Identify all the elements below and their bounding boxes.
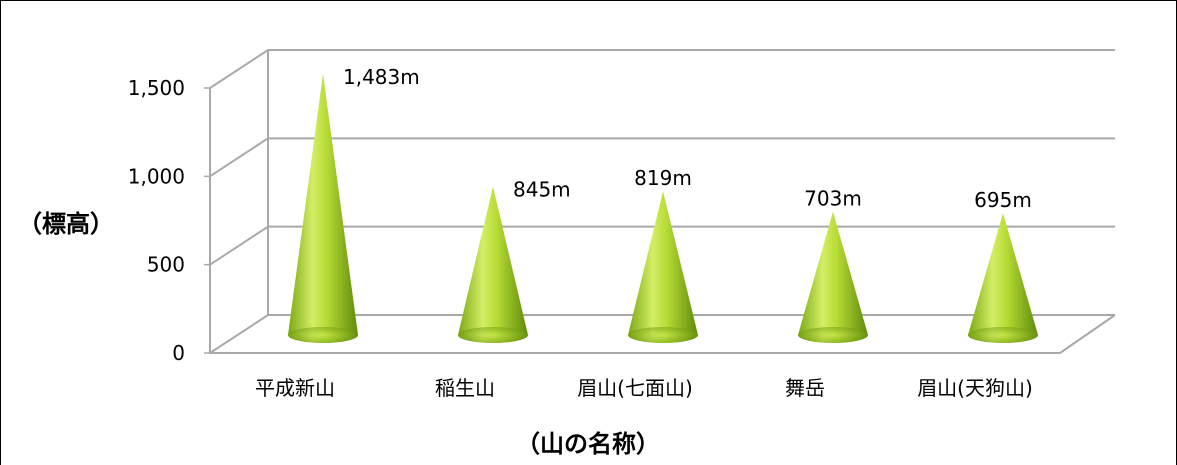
cone-2 <box>458 186 528 343</box>
y-tick-label: 500 <box>147 253 185 277</box>
cone-base <box>458 327 528 343</box>
cone-3 <box>628 191 698 343</box>
gridline-side <box>209 314 269 354</box>
data-label: 819m <box>634 166 692 190</box>
cone-body <box>288 73 358 344</box>
gridline-side <box>209 49 269 89</box>
cone-4 <box>798 211 868 343</box>
y-tick-label: 1,500 <box>128 76 185 100</box>
data-label: 695m <box>974 188 1032 212</box>
cone-body <box>458 186 528 343</box>
cone-base <box>628 327 698 343</box>
x-axis-title: （山の名称） <box>516 430 660 458</box>
category-labels: 平成新山 稲生山 眉山(七面山) 舞岳 眉山(天狗山) <box>255 376 1033 400</box>
y-axis-title: （標高） <box>18 210 114 238</box>
cone-body <box>798 211 868 343</box>
data-label: 1,483m <box>343 65 420 89</box>
cone-body <box>968 213 1038 343</box>
cone-base <box>798 327 868 343</box>
category-label: 稲生山 <box>435 376 495 400</box>
data-labels: 1,483m 845m 819m 703m 695m <box>343 65 1032 212</box>
floor-right-edge <box>1059 314 1116 354</box>
cone-body <box>628 191 698 343</box>
cone-base <box>968 327 1038 343</box>
y-tick-label: 1,000 <box>128 164 185 188</box>
category-label: 眉山(七面山) <box>577 376 693 400</box>
y-tick-label: 0 <box>172 341 185 365</box>
data-label: 703m <box>804 187 862 211</box>
gridline-side <box>209 137 269 178</box>
category-label: 平成新山 <box>255 376 335 400</box>
category-label: 眉山(天狗山) <box>917 376 1033 400</box>
axes <box>204 50 1116 354</box>
gridline-side <box>209 225 269 266</box>
y-tick-labels: 0 500 1,000 1,500 <box>128 76 185 365</box>
data-label: 845m <box>513 178 571 202</box>
cone-base <box>288 327 358 343</box>
cone-5 <box>968 213 1038 343</box>
category-label: 舞岳 <box>785 376 825 400</box>
cones <box>288 73 1038 344</box>
cone-1 <box>288 73 358 344</box>
